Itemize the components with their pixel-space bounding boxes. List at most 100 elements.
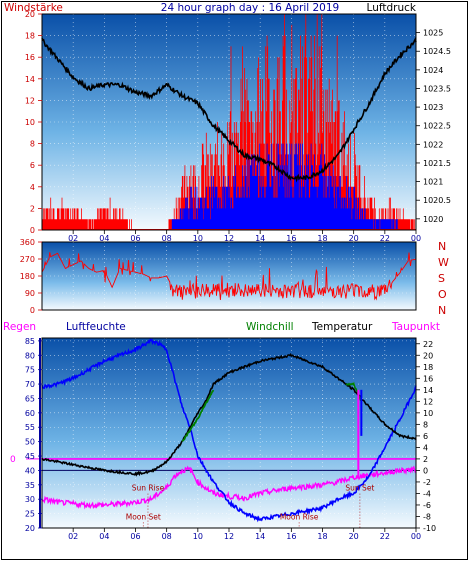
- right-tick-label: 1024.5: [423, 47, 451, 56]
- temp-tick-label: 8: [423, 420, 428, 429]
- left-tick-label: 18: [25, 32, 35, 41]
- windchill-label: Windchill: [246, 321, 294, 333]
- pressure-line: [41, 37, 417, 183]
- compass-label-w: W: [438, 256, 449, 269]
- rain-value-label: 0: [10, 455, 16, 465]
- temp-tick-label: -6: [423, 501, 431, 510]
- temp-tick-label: 14: [423, 386, 433, 395]
- wind-direction-line: [41, 252, 417, 301]
- x-tick-label: 12: [224, 532, 234, 541]
- left-tick-label: 8: [30, 140, 35, 149]
- x-tick-label: 12: [224, 234, 234, 243]
- x-tick-label: 16: [286, 532, 296, 541]
- humidity-tick-label: 20: [25, 524, 35, 533]
- humidity-tick-label: 65: [25, 394, 35, 403]
- annotation-sun-rise: Sun Rise: [132, 484, 165, 493]
- direction-tick-label: 270: [20, 255, 35, 264]
- humidity-tick-label: 40: [25, 466, 35, 475]
- humidity-tick-label: 80: [25, 351, 35, 360]
- x-tick-label: 20: [349, 532, 359, 541]
- right-tick-label: 1020.5: [423, 196, 451, 205]
- x-tick-label: 02: [68, 234, 78, 243]
- luftdruck-label: Luftdruck: [367, 2, 417, 14]
- right-tick-label: 1022: [423, 140, 443, 149]
- dewpoint-line: [41, 465, 417, 510]
- left-tick-label: 6: [30, 161, 35, 170]
- temp-tick-label: -2: [423, 478, 431, 487]
- humidity-tick-label: 85: [25, 337, 35, 346]
- taupunkt-label: Taupunkt: [391, 321, 440, 333]
- wind-pressure-axes: 0246810121416182010201020.510211021.5102…: [25, 10, 451, 243]
- x-tick-label: 08: [162, 234, 172, 243]
- x-tick-label: 04: [99, 234, 109, 243]
- regen-label: Regen: [3, 321, 36, 333]
- temp-tick-label: 6: [423, 432, 428, 441]
- windchill-line-morning: [181, 389, 215, 442]
- x-tick-label: 22: [380, 532, 390, 541]
- humidity-tick-label: 75: [25, 366, 35, 375]
- right-tick-label: 1023: [423, 103, 443, 112]
- left-tick-label: 20: [25, 10, 35, 19]
- x-tick-label: 18: [317, 234, 327, 243]
- humidity-tick-label: 55: [25, 423, 35, 432]
- right-tick-label: 1021.5: [423, 159, 451, 168]
- x-tick-label: 04: [99, 532, 109, 541]
- wind-avg-bars: [171, 143, 398, 230]
- direction-tick-label: 360: [20, 238, 35, 247]
- left-tick-label: 4: [30, 183, 35, 192]
- x-tick-label: 22: [380, 234, 390, 243]
- humidity-tick-label: 30: [25, 495, 35, 504]
- temperature-line: [41, 352, 417, 477]
- x-tick-label: 00: [411, 532, 421, 541]
- humidity-tick-label: 45: [25, 452, 35, 461]
- x-tick-label: 10: [193, 234, 203, 243]
- right-tick-label: 1021: [423, 178, 443, 187]
- x-tick-label: 20: [349, 234, 359, 243]
- x-tick-label: 10: [193, 532, 203, 541]
- luftfeuchte-label: Luftfeuchte: [66, 321, 126, 333]
- direction-tick-label: 90: [25, 289, 35, 298]
- wind-direction-marks: [41, 252, 417, 301]
- x-tick-label: 02: [68, 532, 78, 541]
- humidity-temp-marks: Sun Rise Moon Set Moon Rise Sun Set: [26, 338, 417, 528]
- temp-tick-label: 22: [423, 340, 433, 349]
- compass-label-o: O: [438, 288, 447, 301]
- windstaerke-label: Windstärke: [4, 2, 63, 14]
- temp-tick-label: 12: [423, 397, 433, 406]
- temperatur-label: Temperatur: [311, 321, 373, 333]
- right-tick-label: 1022.5: [423, 122, 451, 131]
- annotation-sun-set: Sun Set: [345, 484, 374, 493]
- compass-label-n: N: [438, 240, 446, 253]
- left-tick-label: 0: [30, 226, 35, 235]
- temp-tick-label: -8: [423, 512, 431, 521]
- left-tick-label: 16: [25, 53, 35, 62]
- left-tick-label: 2: [30, 204, 35, 213]
- humidity-tick-label: 25: [25, 510, 35, 519]
- temp-tick-label: 20: [423, 351, 433, 360]
- graph-title: 24 hour graph day : 16 April 2019: [161, 2, 339, 14]
- direction-tick-label: 180: [20, 272, 35, 281]
- right-tick-label: 1023.5: [423, 84, 451, 93]
- right-tick-label: 1024: [423, 66, 443, 75]
- temp-tick-label: 2: [423, 455, 428, 464]
- wind-direction-grid: [42, 241, 416, 311]
- annotation-moon-set: Moon Set: [126, 512, 161, 521]
- x-tick-label: 06: [130, 234, 140, 243]
- humidity-line: [41, 338, 417, 523]
- x-tick-label: 00: [411, 234, 421, 243]
- x-tick-label: 16: [286, 234, 296, 243]
- compass-label-s: S: [438, 272, 445, 285]
- temp-tick-label: 10: [423, 409, 433, 418]
- temp-tick-label: 16: [423, 374, 433, 383]
- temp-tick-label: -4: [423, 489, 431, 498]
- annotation-moon-rise: Moon Rise: [280, 512, 319, 521]
- left-tick-label: 12: [25, 96, 35, 105]
- right-tick-label: 1025: [423, 29, 443, 38]
- humidity-temp-axes: 2025303540455055606570758085-10-8-6-4-20…: [10, 337, 436, 541]
- x-tick-label: 14: [255, 234, 265, 243]
- compass-label-n: N: [438, 304, 446, 317]
- direction-tick-label: 0: [30, 306, 35, 315]
